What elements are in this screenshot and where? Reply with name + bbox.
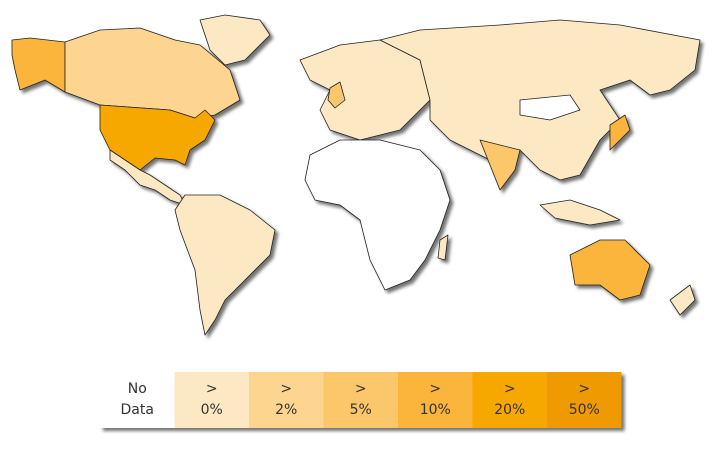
madagascar xyxy=(437,234,449,261)
indonesia xyxy=(539,199,621,226)
legend-label: No xyxy=(128,381,147,397)
new-zealand xyxy=(669,284,696,316)
south-america xyxy=(174,194,276,336)
legend-swatch xyxy=(398,372,473,428)
legend-swatch xyxy=(547,372,622,428)
japan xyxy=(609,114,631,151)
mongolia xyxy=(519,94,581,121)
legend-label: Data xyxy=(121,402,154,418)
legend-label: > xyxy=(578,381,590,397)
legend-label: 0% xyxy=(201,402,223,418)
world-map xyxy=(11,14,701,336)
alaska xyxy=(11,37,66,93)
legend-label: 20% xyxy=(494,402,525,418)
legend-swatch xyxy=(174,372,249,428)
legend-label: > xyxy=(280,381,292,397)
legend-label: > xyxy=(429,381,441,397)
legend-swatch xyxy=(249,372,324,428)
legend-swatch xyxy=(323,372,398,428)
australia xyxy=(569,239,651,301)
legend-label: > xyxy=(355,381,367,397)
legend-label: > xyxy=(206,381,218,397)
legend-label: 50% xyxy=(569,402,600,418)
legend-label: 5% xyxy=(350,402,372,418)
india xyxy=(479,139,521,191)
greenland xyxy=(199,14,271,66)
legend-label: 10% xyxy=(420,402,451,418)
legend-swatch xyxy=(472,372,547,428)
europe xyxy=(299,39,431,141)
legend-swatch xyxy=(100,372,175,428)
legend-label: 2% xyxy=(275,402,297,418)
legend: No Data >0% >2% >5% >10% >20% >50% xyxy=(100,372,622,428)
legend-label: > xyxy=(504,381,516,397)
africa xyxy=(304,139,451,291)
uk xyxy=(327,81,346,109)
